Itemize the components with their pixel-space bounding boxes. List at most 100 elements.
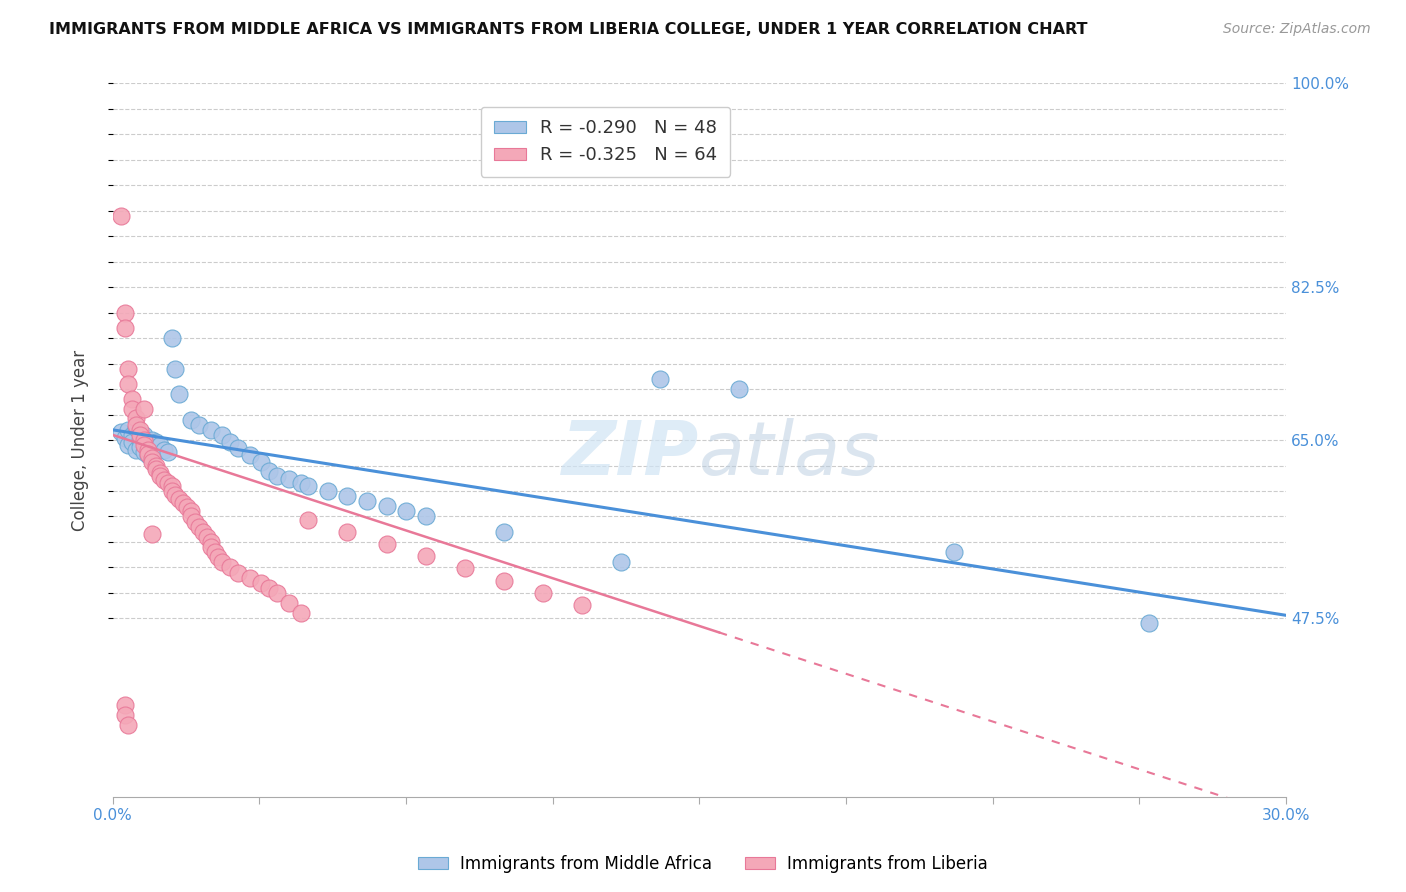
Point <box>149 466 172 480</box>
Point <box>121 435 143 450</box>
Point <box>375 537 398 551</box>
Point <box>727 382 749 396</box>
Point <box>200 535 222 549</box>
Point <box>415 549 437 564</box>
Point <box>145 461 167 475</box>
Point <box>129 428 152 442</box>
Point <box>134 402 156 417</box>
Point <box>1137 616 1160 631</box>
Point <box>121 402 143 417</box>
Point <box>207 550 229 565</box>
Point <box>136 443 159 458</box>
Point <box>200 423 222 437</box>
Point <box>180 504 202 518</box>
Point <box>219 560 242 574</box>
Point <box>336 524 359 539</box>
Point <box>297 512 319 526</box>
Point <box>141 526 163 541</box>
Point <box>117 361 139 376</box>
Point <box>125 810 148 824</box>
Point <box>141 451 163 466</box>
Point <box>415 509 437 524</box>
Point <box>129 423 152 437</box>
Point <box>121 392 143 407</box>
Point <box>169 387 191 401</box>
Point <box>149 468 172 483</box>
Point <box>125 417 148 432</box>
Point <box>149 438 172 452</box>
Text: IMMIGRANTS FROM MIDDLE AFRICA VS IMMIGRANTS FROM LIBERIA COLLEGE, UNDER 1 YEAR C: IMMIGRANTS FROM MIDDLE AFRICA VS IMMIGRA… <box>49 22 1088 37</box>
Point <box>531 586 554 600</box>
Point <box>211 555 233 569</box>
Point <box>114 321 136 335</box>
Point <box>454 561 477 575</box>
Point <box>160 483 183 498</box>
Point <box>156 445 179 459</box>
Point <box>152 443 174 458</box>
Point <box>650 372 672 386</box>
Point <box>571 598 593 612</box>
Point <box>141 433 163 447</box>
Point <box>226 566 249 580</box>
Point <box>180 412 202 426</box>
Point <box>160 331 183 345</box>
Point <box>290 475 312 490</box>
Point <box>134 428 156 442</box>
Point <box>114 431 136 445</box>
Legend: R = -0.290   N = 48, R = -0.325   N = 64: R = -0.290 N = 48, R = -0.325 N = 64 <box>481 107 730 177</box>
Point <box>266 586 288 600</box>
Point <box>180 509 202 524</box>
Point <box>375 500 398 514</box>
Point <box>395 504 418 518</box>
Point <box>125 410 148 425</box>
Point <box>136 435 159 450</box>
Point <box>277 472 299 486</box>
Point <box>117 377 139 392</box>
Point <box>152 473 174 487</box>
Point <box>117 718 139 732</box>
Point <box>160 479 183 493</box>
Point <box>114 306 136 320</box>
Point <box>187 519 209 533</box>
Point <box>141 440 163 454</box>
Point <box>239 571 262 585</box>
Point <box>110 209 132 223</box>
Point <box>141 455 163 469</box>
Point <box>942 545 965 559</box>
Point <box>184 515 207 529</box>
Text: ZIP: ZIP <box>562 417 699 491</box>
Point <box>195 530 218 544</box>
Point <box>336 489 359 503</box>
Point <box>610 555 633 569</box>
Y-axis label: College, Under 1 year: College, Under 1 year <box>72 350 89 531</box>
Point <box>250 575 273 590</box>
Point <box>125 805 148 819</box>
Text: atlas: atlas <box>699 418 880 491</box>
Point <box>114 708 136 723</box>
Point <box>492 574 515 588</box>
Point <box>250 455 273 469</box>
Point <box>145 458 167 473</box>
Point <box>226 441 249 455</box>
Point <box>316 483 339 498</box>
Point <box>172 496 194 510</box>
Point <box>121 428 143 442</box>
Point <box>259 464 281 478</box>
Point <box>110 425 132 439</box>
Point <box>125 421 148 435</box>
Point <box>165 488 187 502</box>
Point <box>290 607 312 621</box>
Point <box>492 524 515 539</box>
Point <box>204 545 226 559</box>
Point <box>200 540 222 554</box>
Point <box>136 448 159 462</box>
Point <box>259 581 281 595</box>
Point <box>239 448 262 462</box>
Point <box>114 698 136 712</box>
Point <box>191 524 214 539</box>
Point <box>165 361 187 376</box>
Point <box>211 428 233 442</box>
Point <box>136 447 159 461</box>
Point <box>125 443 148 458</box>
Legend: Immigrants from Middle Africa, Immigrants from Liberia: Immigrants from Middle Africa, Immigrant… <box>412 848 994 880</box>
